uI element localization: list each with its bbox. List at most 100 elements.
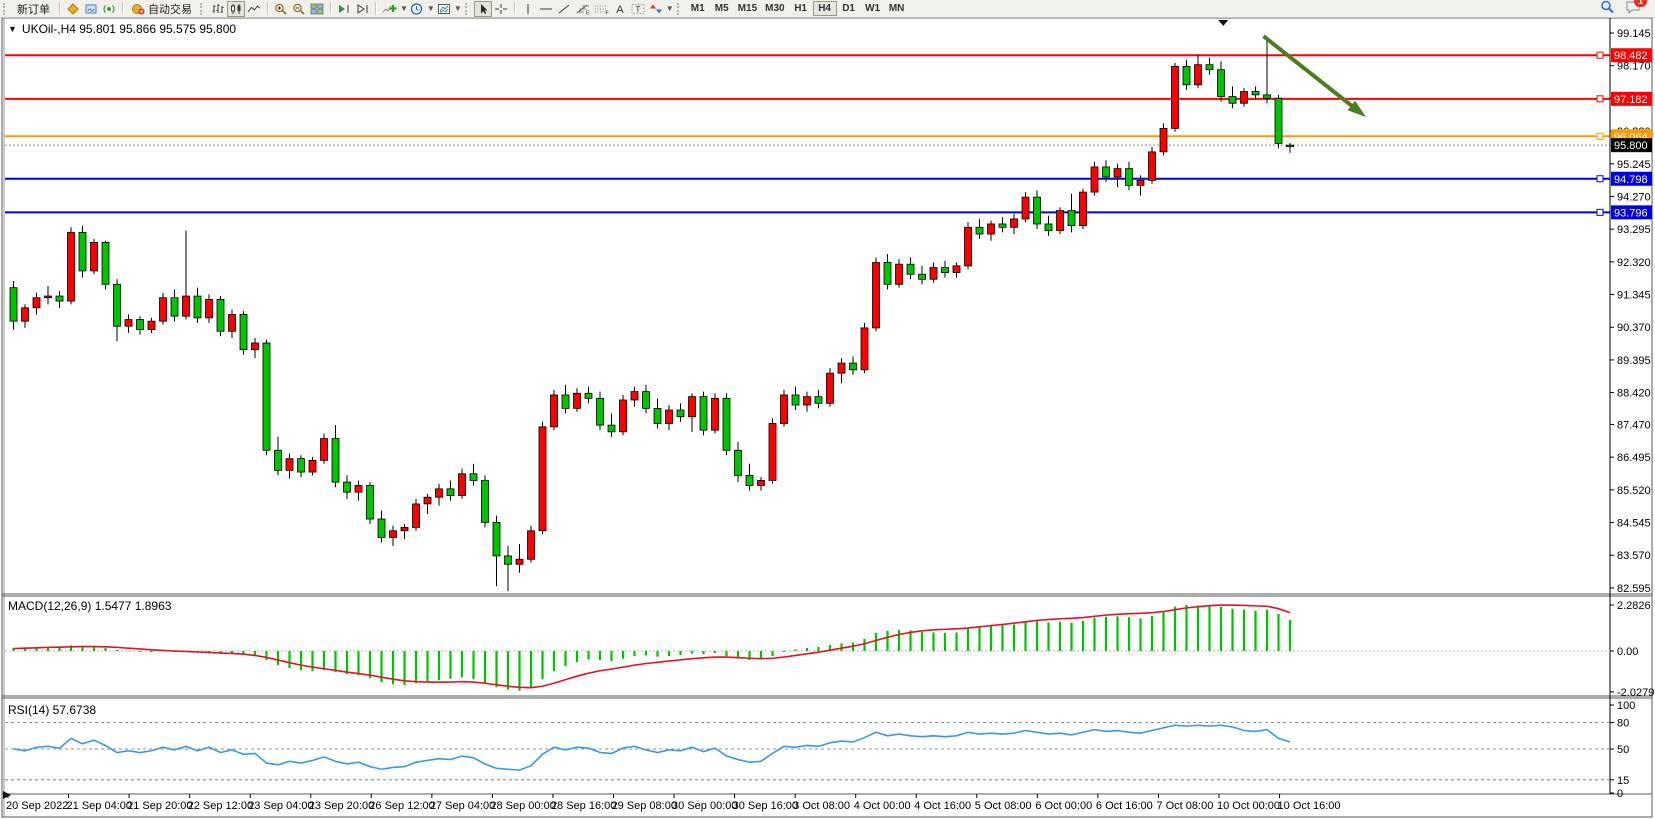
- timeframe-m30[interactable]: M30: [765, 3, 785, 14]
- autotrade-label: 自动交易: [148, 3, 192, 16]
- zoom-out-icon[interactable]: [290, 1, 308, 17]
- svg-text:22 Sep 12:00: 22 Sep 12:00: [188, 800, 253, 812]
- templates-icon[interactable]: [435, 1, 453, 17]
- crosshair-icon[interactable]: [492, 1, 510, 17]
- svg-text:0: 0: [1617, 788, 1623, 800]
- timeframe-d1[interactable]: D1: [842, 3, 855, 14]
- signal-icon[interactable]: [100, 1, 118, 17]
- toolbar: 新订单 自动交易: [0, 0, 1655, 18]
- svg-text:84.545: 84.545: [1617, 518, 1651, 530]
- line-chart-icon[interactable]: [245, 1, 263, 17]
- toolbar-right: 1: [1600, 0, 1655, 17]
- svg-text:94.270: 94.270: [1617, 191, 1651, 203]
- svg-text:98.482: 98.482: [1614, 50, 1648, 62]
- zoom-in-icon[interactable]: [272, 1, 290, 17]
- search-icon[interactable]: [1600, 0, 1615, 17]
- svg-text:15: 15: [1617, 775, 1629, 787]
- svg-text:93.295: 93.295: [1617, 224, 1651, 236]
- toolbar-grip[interactable]: [676, 2, 682, 15]
- svg-text:86.495: 86.495: [1617, 452, 1651, 464]
- fibonacci-grid-icon[interactable]: F: [592, 1, 611, 17]
- market-watch-icon[interactable]: [64, 1, 82, 17]
- svg-text:30 Sep 16:00: 30 Sep 16:00: [733, 800, 798, 812]
- timeframe-mn[interactable]: MN: [888, 3, 905, 14]
- svg-text:29 Sep 08:00: 29 Sep 08:00: [612, 800, 677, 812]
- data-window-icon[interactable]: [82, 1, 100, 17]
- svg-text:99.145: 99.145: [1617, 28, 1651, 40]
- templates-caret-icon[interactable]: ▼: [453, 4, 462, 13]
- svg-text:7 Oct 08:00: 7 Oct 08:00: [1156, 800, 1213, 812]
- svg-text:82.595: 82.595: [1617, 583, 1651, 595]
- svg-text:F: F: [605, 10, 609, 15]
- periods-icon[interactable]: [408, 1, 426, 17]
- separator: [513, 2, 515, 15]
- arrows-shapes-caret-icon[interactable]: ▼: [665, 4, 674, 13]
- svg-text:21 Sep 04:00: 21 Sep 04:00: [67, 800, 132, 812]
- svg-text:E: E: [586, 10, 590, 15]
- svg-text:28 Sep 00:00: 28 Sep 00:00: [490, 800, 555, 812]
- svg-text:94.798: 94.798: [1614, 174, 1648, 186]
- svg-text:98.170: 98.170: [1617, 61, 1651, 73]
- tile-windows-icon[interactable]: [308, 1, 326, 17]
- svg-text:6 Oct 00:00: 6 Oct 00:00: [1035, 800, 1092, 812]
- timeframe-w1[interactable]: W1: [865, 3, 881, 14]
- timeframe-m1[interactable]: M1: [690, 3, 705, 14]
- svg-text:5 Oct 08:00: 5 Oct 08:00: [975, 800, 1032, 812]
- svg-text:80: 80: [1617, 718, 1629, 730]
- arrows-shapes-icon[interactable]: [647, 1, 665, 17]
- svg-text:T: T: [635, 5, 640, 14]
- add-indicator-caret-icon[interactable]: ▼: [400, 4, 408, 13]
- svg-text:97.182: 97.182: [1614, 94, 1648, 106]
- separator: [122, 2, 123, 15]
- timeframe-h4[interactable]: H4: [812, 1, 837, 16]
- svg-text:91.345: 91.345: [1617, 290, 1651, 302]
- timeframe-h1[interactable]: H1: [794, 3, 807, 14]
- toolbar-grip[interactable]: [3, 2, 8, 15]
- svg-text:A: A: [616, 4, 624, 15]
- svg-text:100: 100: [1617, 700, 1635, 712]
- new-order-label: 新订单: [17, 3, 50, 16]
- trendline-icon[interactable]: [555, 1, 573, 17]
- vertical-line-icon[interactable]: [519, 1, 537, 17]
- timeframe-m5[interactable]: M5: [714, 3, 729, 14]
- toolbar-grip[interactable]: [464, 2, 470, 15]
- svg-text:28 Sep 16:00: 28 Sep 16:00: [551, 800, 616, 812]
- separator: [375, 2, 376, 15]
- svg-text:4 Oct 00:00: 4 Oct 00:00: [854, 800, 911, 812]
- notifications-icon[interactable]: 1: [1625, 0, 1647, 17]
- svg-text:93.796: 93.796: [1614, 207, 1648, 219]
- chart-shift-icon[interactable]: [353, 1, 371, 17]
- text-icon[interactable]: A: [611, 1, 629, 17]
- cursor-icon[interactable]: [473, 0, 492, 17]
- svg-text:90.370: 90.370: [1617, 322, 1651, 334]
- svg-text:20 Sep 2022: 20 Sep 2022: [6, 800, 68, 812]
- add-indicator-icon[interactable]: [380, 1, 399, 17]
- svg-text:87.470: 87.470: [1617, 419, 1651, 431]
- fibonacci-icon[interactable]: E: [573, 1, 592, 17]
- bar-chart-icon[interactable]: [209, 1, 227, 17]
- periods-caret-icon[interactable]: ▼: [426, 4, 435, 13]
- svg-text:92.320: 92.320: [1617, 257, 1651, 269]
- svg-text:88.420: 88.420: [1617, 388, 1651, 400]
- horizontal-line-icon[interactable]: [537, 1, 555, 17]
- candlestick-chart-icon[interactable]: [227, 0, 245, 17]
- svg-text:27 Sep 04:00: 27 Sep 04:00: [430, 800, 495, 812]
- new-order-button[interactable]: 新订单: [12, 1, 55, 17]
- svg-text:-2.0279: -2.0279: [1617, 687, 1654, 699]
- svg-text:23 Sep 04:00: 23 Sep 04:00: [248, 800, 313, 812]
- auto-scroll-icon[interactable]: [335, 1, 353, 17]
- toolbar-grip[interactable]: [200, 2, 205, 15]
- text-label-icon[interactable]: T: [629, 1, 647, 17]
- svg-text:85.520: 85.520: [1617, 485, 1651, 497]
- separator: [59, 2, 60, 15]
- autotrade-button[interactable]: 自动交易: [127, 1, 197, 17]
- svg-text:21 Sep 20:00: 21 Sep 20:00: [127, 800, 192, 812]
- separator: [267, 2, 268, 15]
- svg-text:26 Sep 12:00: 26 Sep 12:00: [369, 800, 434, 812]
- svg-text:2.2826: 2.2826: [1617, 600, 1651, 612]
- svg-text:10 Oct 16:00: 10 Oct 16:00: [1278, 800, 1341, 812]
- svg-text:23 Sep 20:00: 23 Sep 20:00: [309, 800, 374, 812]
- timeframe-m15[interactable]: M15: [737, 3, 758, 14]
